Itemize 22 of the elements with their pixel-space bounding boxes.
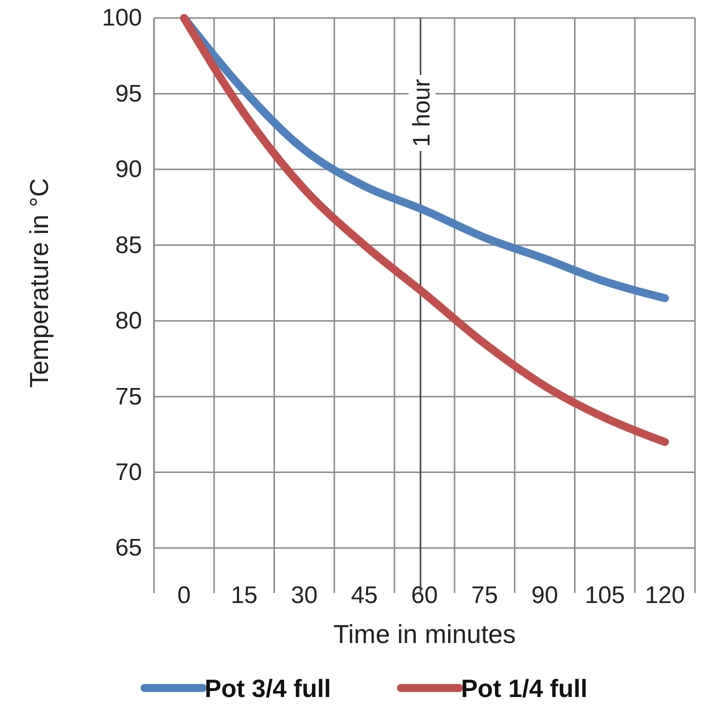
y-axis-title: Temperature in °C — [24, 178, 54, 388]
x-tick-label: 0 — [177, 582, 191, 609]
x-tick-label: 120 — [644, 582, 685, 609]
x-axis-title: Time in minutes — [333, 619, 516, 649]
y-tick-label: 100 — [102, 4, 142, 32]
y-tick-label: 80 — [115, 308, 142, 335]
legend-label: Pot 1/4 full — [461, 675, 588, 703]
x-tick-label: 30 — [290, 582, 318, 609]
x-tick-label: 105 — [584, 582, 625, 609]
ref-line-label: 1 hour — [408, 78, 436, 148]
x-tick-label: 45 — [351, 582, 378, 609]
y-tick-label: 85 — [115, 232, 142, 259]
y-tick-label: 90 — [115, 156, 142, 184]
x-tick-label: 75 — [471, 582, 498, 609]
y-tick-label: 65 — [115, 534, 142, 562]
y-tick-label: 70 — [115, 458, 142, 486]
y-tick-label: 95 — [115, 80, 142, 108]
y-tick-label: 75 — [115, 383, 142, 410]
legend-label: Pot 3/4 full — [204, 675, 331, 703]
x-tick-label: 60 — [411, 582, 438, 609]
x-tick-label: 15 — [230, 582, 258, 609]
x-tick-label: 90 — [531, 582, 558, 609]
